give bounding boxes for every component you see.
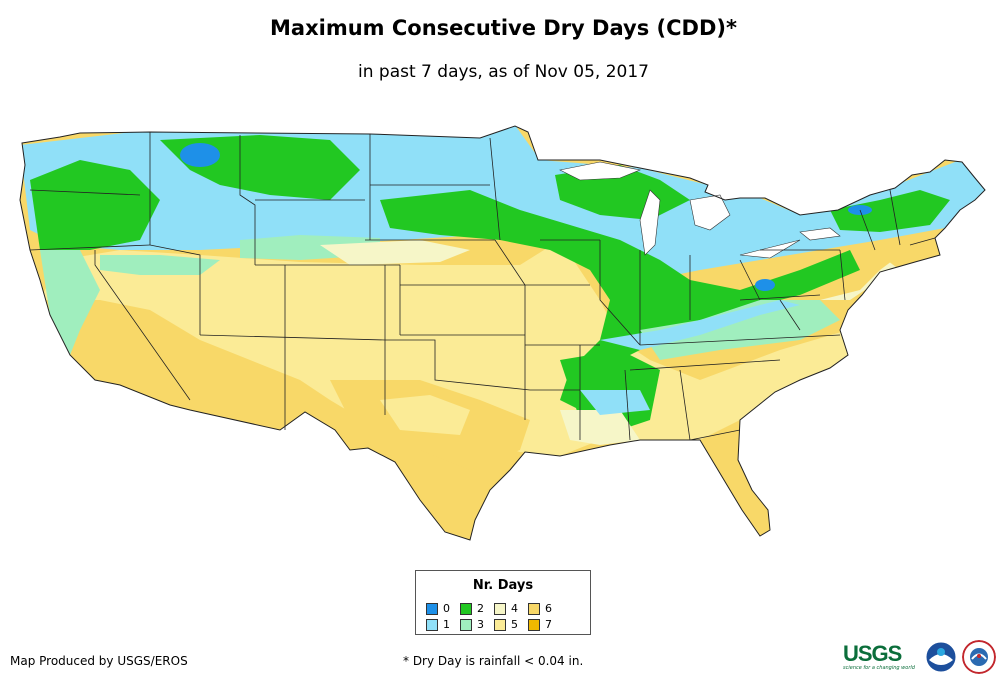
legend-swatch-6 bbox=[528, 603, 540, 615]
legend-swatch-1 bbox=[426, 619, 438, 631]
legend-swatch-3 bbox=[460, 619, 472, 631]
legend-label-5: 5 bbox=[511, 618, 518, 631]
legend-label-4: 4 bbox=[511, 602, 518, 615]
legend-label-0: 0 bbox=[443, 602, 450, 615]
legend-swatch-0 bbox=[426, 603, 438, 615]
legend-label-6: 6 bbox=[545, 602, 552, 615]
legend-swatch-4 bbox=[494, 603, 506, 615]
noaa-logo bbox=[926, 642, 956, 672]
legend-swatch-2 bbox=[460, 603, 472, 615]
map-subtitle: in past 7 days, as of Nov 05, 2017 bbox=[358, 62, 649, 82]
cdd-map bbox=[19, 125, 986, 541]
legend-label-1: 1 bbox=[443, 618, 450, 631]
legend-label-7: 7 bbox=[545, 618, 552, 631]
legend-swatch-5 bbox=[494, 619, 506, 631]
usgs-tagline: science for a changing world bbox=[843, 665, 915, 671]
footnote: * Dry Day is rainfall < 0.04 in. bbox=[403, 654, 584, 668]
legend-title: Nr. Days bbox=[472, 578, 534, 593]
map-credit: Map Produced by USGS/EROS bbox=[10, 654, 188, 668]
legend: Nr. Days 0 1 2 3 4 5 6 7 bbox=[415, 570, 591, 635]
usgs-logo: USGS bbox=[843, 641, 902, 666]
nws-logo bbox=[962, 640, 996, 674]
legend-label-3: 3 bbox=[477, 618, 484, 631]
map-title: Maximum Consecutive Dry Days (CDD)* bbox=[270, 16, 737, 40]
legend-label-2: 2 bbox=[477, 602, 484, 615]
legend-swatch-7 bbox=[528, 619, 540, 631]
